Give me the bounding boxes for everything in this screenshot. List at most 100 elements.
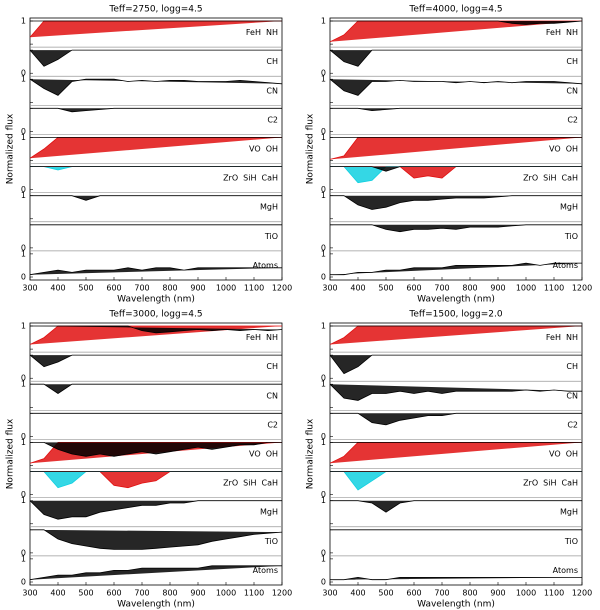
x-tick-label: 600	[106, 284, 121, 293]
species-label: FeH	[246, 28, 261, 37]
spectrum	[29, 565, 282, 581]
species-label: CN	[266, 86, 278, 95]
panel-title: Teff=2750, logg=4.5	[108, 5, 202, 15]
y-tick-label: 1	[321, 249, 326, 258]
y-tick-label: 1	[321, 380, 326, 389]
y-tick-label: 0	[21, 185, 26, 194]
species-label: VO	[549, 145, 561, 154]
x-tick-label: 500	[378, 284, 393, 293]
x-tick-label: 1200	[272, 589, 292, 598]
panel-title: Teff=4000, logg=4.5	[408, 5, 502, 15]
species-label: ZrO	[523, 174, 538, 183]
x-tick-label: 500	[378, 589, 393, 598]
species-label: TiO	[264, 232, 278, 241]
x-tick-label: 1100	[544, 589, 564, 598]
x-axis-label: Wavelength (nm)	[117, 600, 195, 610]
y-tick-label: 1	[321, 17, 326, 26]
y-tick-label: 1	[21, 438, 26, 447]
spectrum	[329, 442, 582, 464]
species-label: TiO	[564, 232, 578, 241]
plot-frame	[329, 17, 583, 281]
spectrum	[29, 267, 282, 276]
x-axis-label: Wavelength (nm)	[117, 295, 195, 305]
x-tick-label: 600	[406, 589, 421, 598]
spectrum	[29, 78, 283, 96]
spectrum	[29, 137, 282, 159]
x-tick-label: 800	[162, 589, 177, 598]
spectrum	[30, 195, 282, 201]
y-tick-label: 0	[21, 490, 26, 499]
spectrum	[30, 325, 283, 334]
y-tick-label: 0	[21, 374, 26, 383]
species-label: Atoms	[553, 261, 578, 270]
spectrum	[30, 166, 282, 171]
species-label: Atoms	[253, 261, 278, 270]
x-tick-label: 1200	[572, 284, 592, 293]
species-label: MgH	[260, 203, 278, 212]
species-label: FeH	[246, 333, 261, 342]
species-label: NH	[266, 28, 278, 37]
spectrum	[330, 107, 582, 112]
species-label: TiO	[564, 537, 578, 546]
y-tick-label: 1	[21, 249, 26, 258]
x-tick-label: 1100	[544, 284, 564, 293]
x-tick-label: 800	[462, 284, 477, 293]
y-tick-label: 1	[321, 322, 326, 331]
spectrum	[329, 49, 582, 67]
x-tick-label: 300	[322, 284, 337, 293]
x-tick-label: 900	[190, 284, 205, 293]
spectrum	[329, 383, 582, 401]
species-label: C2	[267, 115, 278, 124]
x-tick-label: 700	[134, 284, 149, 293]
species-label: VO	[249, 450, 261, 459]
x-tick-label: 900	[490, 589, 505, 598]
y-tick-label: 1	[21, 17, 26, 26]
y-tick-label: 0	[21, 432, 26, 441]
species-label: OH	[566, 450, 578, 459]
species-label: VO	[249, 145, 261, 154]
species-label: CaH	[561, 479, 578, 488]
y-tick-label: 0	[321, 185, 326, 194]
x-tick-label: 700	[134, 589, 149, 598]
species-label: NH	[566, 28, 578, 37]
species-label: CN	[566, 391, 578, 400]
species-label: TiO	[264, 537, 278, 546]
y-axis-label: Normalized flux	[306, 113, 316, 184]
species-label: Atoms	[553, 566, 578, 575]
y-tick-label: 1	[321, 75, 326, 84]
x-tick-label: 400	[350, 284, 365, 293]
species-label: SiH	[543, 174, 556, 183]
y-tick-label: 0	[321, 243, 326, 252]
species-label: OH	[266, 145, 278, 154]
species-label: NH	[566, 333, 578, 342]
y-tick-label: 1	[321, 438, 326, 447]
species-label: SiH	[243, 479, 256, 488]
y-tick-label: 1	[321, 133, 326, 142]
x-tick-label: 400	[50, 284, 65, 293]
x-tick-label: 1100	[244, 589, 264, 598]
y-tick-label: 0	[321, 578, 326, 587]
y-tick-label: 1	[21, 75, 26, 84]
species-label: C2	[267, 420, 278, 429]
species-label: C2	[567, 115, 578, 124]
y-tick-label: 0	[21, 127, 26, 136]
x-tick-label: 300	[22, 284, 37, 293]
spectrum	[29, 500, 282, 520]
y-axis-label: Normalized flux	[6, 418, 16, 489]
x-tick-label: 1200	[572, 589, 592, 598]
y-tick-label: 1	[321, 191, 326, 200]
y-tick-label: 1	[21, 496, 26, 505]
x-tick-label: 700	[434, 284, 449, 293]
y-axis-label: Normalized flux	[306, 418, 316, 489]
x-tick-label: 600	[106, 589, 121, 598]
spectrum	[329, 325, 582, 345]
species-label: ZrO	[223, 479, 238, 488]
species-label: Atoms	[253, 566, 278, 575]
x-tick-label: 800	[162, 284, 177, 293]
y-tick-label: 0	[321, 127, 326, 136]
y-tick-label: 0	[21, 578, 26, 587]
species-label: CaH	[261, 174, 278, 183]
y-tick-label: 0	[21, 548, 26, 557]
y-tick-label: 1	[321, 496, 326, 505]
